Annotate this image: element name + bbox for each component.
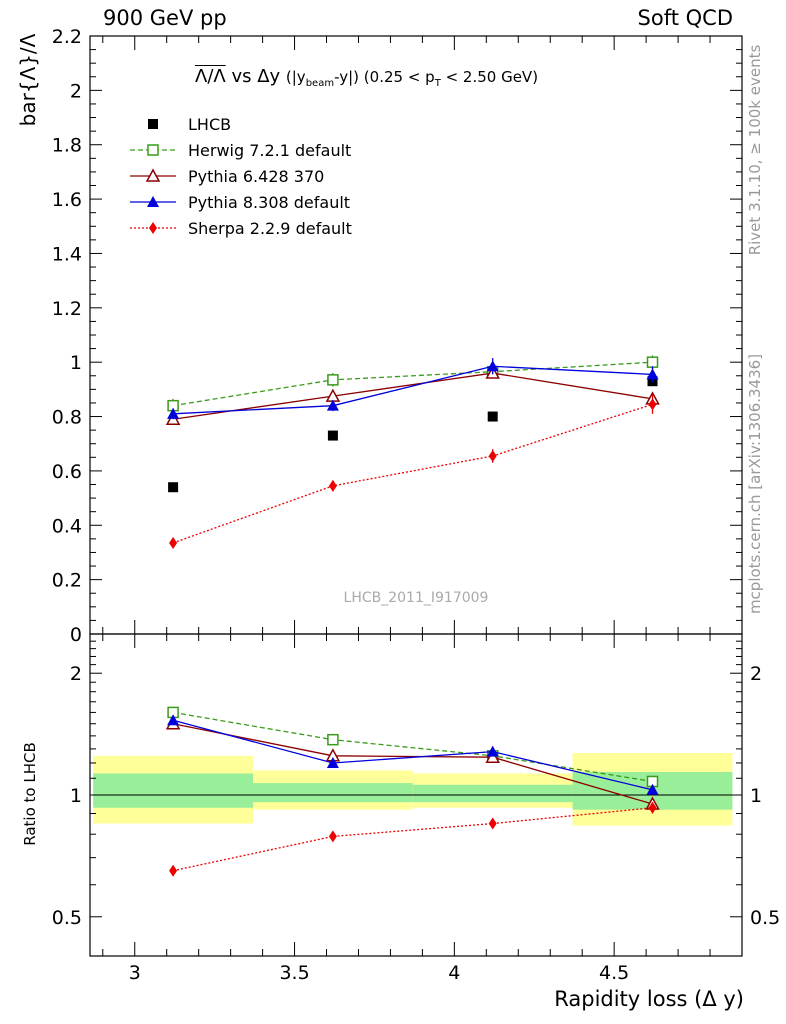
main-ytick-label: 1.8 [52, 135, 82, 157]
main-lhcb-point [168, 482, 179, 493]
main-ytick-label: 1.4 [52, 243, 82, 265]
ratio-pythia8-point [646, 783, 659, 795]
ratio-pythia8-point [486, 745, 499, 757]
main-sherpa-line [172, 403, 653, 544]
main-ytick-label: 1.2 [52, 298, 82, 320]
ratio-pythia8-line [172, 719, 653, 791]
legend-sherpa-label: Sherpa 2.2.9 default [188, 219, 352, 238]
main-pythia8-point [167, 407, 180, 419]
main-lhcb-point [487, 411, 498, 422]
xtick-label: 4.5 [599, 962, 629, 984]
legend-lhcb-marker [148, 119, 158, 129]
watermark: LHCB_2011_I917009 [343, 590, 489, 606]
title-vs: vs [231, 66, 252, 87]
title-pt-sub: T [434, 78, 441, 89]
main-pythia8-point [486, 360, 499, 372]
main-pythia6-line [173, 372, 653, 420]
ratio-herwig-line [172, 711, 653, 783]
title-beam-sub: beam [305, 78, 335, 89]
title-ratio: Λ/Λ [195, 66, 226, 87]
ratio-sherpa-point [488, 817, 497, 830]
ratio-pythia8-point [326, 756, 339, 768]
ratio-ytick-label: 1 [70, 785, 82, 807]
ratio-ytick-label-right: 2 [750, 663, 762, 685]
legend-herwig-label: Herwig 7.2.1 default [188, 141, 351, 160]
title-paren-open: (|y [285, 68, 306, 86]
header-right-label: Soft QCD [637, 6, 733, 30]
main-ytick-label: 1.6 [52, 189, 82, 211]
main-ytick-label: 2 [70, 80, 82, 102]
main-pythia8-point [646, 368, 659, 380]
legend-pythia8-marker [147, 196, 159, 207]
legend-sherpa-marker [149, 222, 157, 234]
main-pythia8-point [326, 399, 339, 411]
main-herwig-point [646, 356, 659, 368]
main-sherpa-point [648, 398, 657, 411]
xtick-label: 4 [448, 962, 460, 984]
ratio-pythia8-point [167, 714, 180, 726]
legend-lhcb-label: LHCB [188, 115, 231, 134]
ratio-herwig-point [327, 733, 339, 746]
main-ytick-label: 1 [70, 352, 82, 374]
title-paren-mid: -y|) [334, 68, 360, 86]
xlabel: Rapidity loss (Δ y) [554, 987, 744, 1011]
ratio-ytick-label: 2 [70, 663, 82, 685]
title-dy: Δy [257, 66, 281, 87]
header-left-label: 900 GeV pp [103, 6, 227, 30]
legend-pythia6-label: Pythia 6.428 370 [188, 167, 324, 186]
xtick-label: 3.5 [279, 962, 309, 984]
ratio-sherpa-point [648, 801, 657, 814]
ratio-ytick-label-right: 0.5 [750, 907, 780, 929]
legend-pythia6-marker [145, 168, 161, 182]
ratio-pythia6-point [485, 749, 500, 763]
ratio-band-inner-2 [412, 784, 573, 803]
main-herwig-point [327, 374, 339, 386]
ratio-band-inner-1 [253, 783, 413, 803]
side-text-top: Rivet 3.1.10, ≥ 100k events [746, 44, 764, 256]
main-ylabel: bar{Λ}/Λ [16, 33, 40, 127]
main-pythia8-line [173, 365, 653, 415]
ratio-ytick-label-right: 1 [750, 785, 762, 807]
main-ytick-label: 0 [70, 624, 82, 646]
xtick-label: 3 [129, 962, 141, 984]
ratio-sherpa-point [169, 864, 178, 877]
main-ytick-label: 2.2 [52, 26, 82, 48]
ratio-ytick-label: 0.5 [52, 907, 82, 929]
ratio-pythia6-line [172, 723, 653, 805]
main-ytick-label: 0.4 [52, 515, 82, 537]
main-sherpa-point [328, 479, 337, 492]
ratio-sherpa-line [172, 807, 653, 872]
main-title: Λ/Λ vs Δy (|ybeam-y|) (0.25 < pT < 2.50 … [195, 66, 538, 89]
main-sherpa-point [169, 536, 178, 549]
ratio-ylabel: Ratio to LHCB [21, 742, 39, 846]
title-pt-close: < 2.50 GeV) [445, 68, 539, 86]
main-ytick-label: 0.8 [52, 407, 82, 429]
legend-pythia8-label: Pythia 8.308 default [188, 193, 350, 212]
main-herwig-line [172, 361, 653, 407]
main-lhcb-point [327, 430, 338, 441]
title-pt-open: (0.25 < p [363, 68, 435, 86]
ratio-band-inner-0 [93, 773, 253, 808]
main-sherpa-point [488, 449, 497, 462]
ratio-sherpa-point [328, 830, 337, 843]
side-text-bottom: mcplots.cern.ch [arXiv:1306.3436] [746, 353, 764, 615]
main-ytick-label: 0.6 [52, 461, 82, 483]
legend-herwig-marker [147, 144, 159, 156]
main-ytick-label: 0.2 [52, 570, 82, 592]
